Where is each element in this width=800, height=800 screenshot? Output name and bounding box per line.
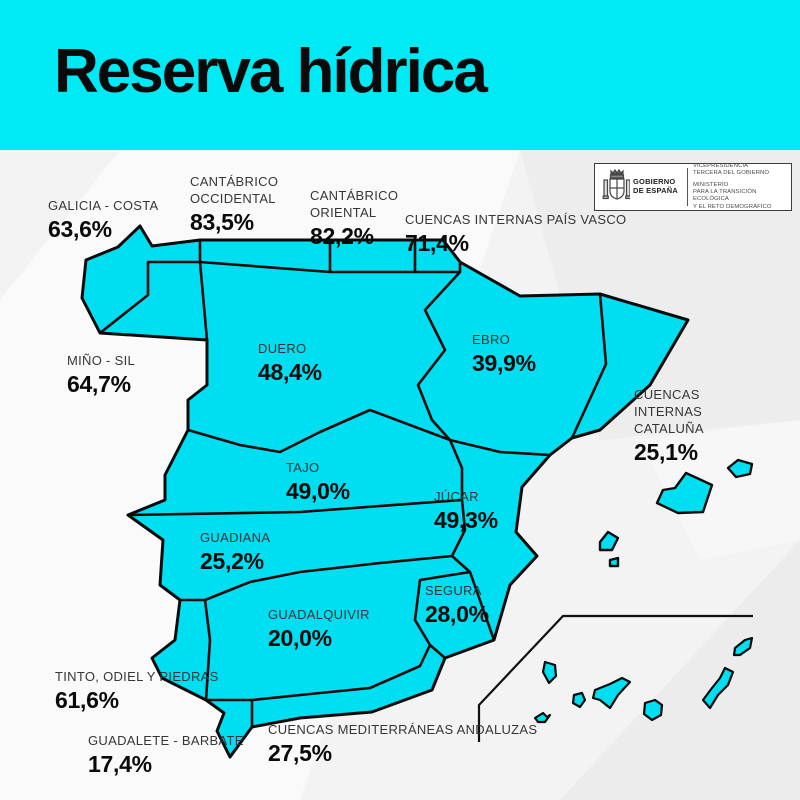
basin-name: CANTÁBRICO ORIENTAL bbox=[310, 188, 399, 220]
header-banner: Reserva hídrica bbox=[0, 0, 800, 150]
basin-value: 83,5% bbox=[190, 208, 254, 235]
basin-name: GUADIANA bbox=[200, 530, 271, 545]
peninsula-silhouette bbox=[80, 224, 690, 759]
balearic-islands bbox=[598, 458, 754, 568]
la-gomera-island bbox=[571, 691, 587, 709]
basin-value: 25,2% bbox=[200, 547, 264, 574]
basin-name: MIÑO - SIL bbox=[67, 353, 136, 368]
menorca-island bbox=[726, 458, 754, 479]
basin-name: CUENCAS INTERNAS PAÍS VASCO bbox=[405, 212, 627, 227]
government-logo: GOBIERNO DE ESPAÑA VICEPRESIDENCIA TERCE… bbox=[594, 163, 792, 211]
canary-islands bbox=[533, 636, 754, 724]
basin-name: CANTÁBRICO OCCIDENTAL bbox=[190, 174, 279, 206]
mallorca-island bbox=[655, 471, 714, 515]
ministry-label: VICEPRESIDENCIA TERCERA DEL GOBIERNO MIN… bbox=[693, 162, 772, 210]
label-cuencas-internas-pais-vasco: CUENCAS INTERNAS PAÍS VASCO 71,4% bbox=[405, 212, 626, 257]
canary-inset-box bbox=[477, 614, 753, 742]
basin-name: CUENCAS MEDITERRÁNEAS ANDALUZAS bbox=[268, 722, 538, 737]
gran-canaria-island bbox=[642, 698, 664, 722]
ibiza-island bbox=[598, 530, 620, 552]
basin-value: 63,6% bbox=[48, 215, 112, 242]
gobierno-de-espana-label: GOBIERNO DE ESPAÑA bbox=[633, 177, 679, 195]
basin-name: EBRO bbox=[472, 332, 511, 347]
basin-value: 17,4% bbox=[88, 750, 152, 777]
label-duero: DUERO 48,4% bbox=[258, 341, 322, 386]
logo-divider bbox=[687, 168, 688, 206]
el-hierro-island bbox=[533, 711, 552, 724]
basin-value: 25,1% bbox=[634, 438, 698, 465]
basin-value: 49,3% bbox=[434, 506, 498, 533]
basin-name: TINTO, ODIEL Y PIEDRAS bbox=[55, 669, 219, 684]
page-title: Reserva hídrica bbox=[54, 37, 488, 106]
basin-value: 48,4% bbox=[258, 358, 322, 385]
tenerife-island bbox=[591, 676, 632, 710]
basin-value: 27,5% bbox=[268, 739, 332, 766]
label-ebro: EBRO 39,9% bbox=[472, 332, 536, 377]
label-mino-sil: MIÑO - SIL 64,7% bbox=[67, 353, 135, 398]
basin-value: 71,4% bbox=[405, 229, 469, 256]
basin-value: 49,0% bbox=[286, 477, 350, 504]
basin-name: CUENCAS INTERNAS CATALUÑA bbox=[634, 387, 704, 436]
fuerteventura-island bbox=[701, 666, 735, 710]
label-guadalquivir: GUADALQUIVIR 20,0% bbox=[268, 607, 370, 652]
spain-coat-of-arms-icon bbox=[599, 167, 633, 207]
label-galicia-costa: GALICIA - COSTA 63,6% bbox=[48, 198, 158, 243]
basin-name: SEGURA bbox=[425, 583, 482, 598]
label-guadiana: GUADIANA 25,2% bbox=[200, 530, 270, 575]
label-cantabrico-oriental: CANTÁBRICO ORIENTAL 82,2% bbox=[310, 188, 414, 250]
basin-value: 20,0% bbox=[268, 624, 332, 651]
basin-name: GUADALQUIVIR bbox=[268, 607, 370, 622]
basin-value: 39,9% bbox=[472, 349, 536, 376]
basin-value: 28,0% bbox=[425, 600, 489, 627]
basin-name: TAJO bbox=[286, 460, 320, 475]
basin-name: GALICIA - COSTA bbox=[48, 198, 159, 213]
formentera-island bbox=[608, 556, 620, 568]
basin-value: 64,7% bbox=[67, 370, 131, 397]
basin-name: GUADALETE - BARBATE bbox=[88, 733, 244, 748]
la-palma-island bbox=[541, 660, 558, 685]
label-cuencas-internas-cataluna: CUENCAS INTERNAS CATALUÑA 25,1% bbox=[634, 387, 762, 466]
label-cuencas-mediterraneas-andaluzas: CUENCAS MEDITERRÁNEAS ANDALUZAS 27,5% bbox=[268, 722, 537, 767]
basin-borders bbox=[98, 238, 608, 729]
basin-name: DUERO bbox=[258, 341, 307, 356]
label-tajo: TAJO 49,0% bbox=[286, 460, 350, 505]
basin-value: 61,6% bbox=[55, 686, 119, 713]
label-jucar: JÚCAR 49,3% bbox=[434, 489, 498, 534]
basin-name: JÚCAR bbox=[434, 489, 479, 504]
basin-value: 82,2% bbox=[310, 222, 374, 249]
label-segura: SEGURA 28,0% bbox=[425, 583, 489, 628]
label-tinto-odiel-piedras: TINTO, ODIEL Y PIEDRAS 61,6% bbox=[55, 669, 219, 714]
label-guadalete-barbate: GUADALETE - BARBATE 17,4% bbox=[88, 733, 244, 778]
label-cantabrico-occidental: CANTÁBRICO OCCIDENTAL 83,5% bbox=[190, 174, 302, 236]
lanzarote-island bbox=[732, 636, 754, 657]
